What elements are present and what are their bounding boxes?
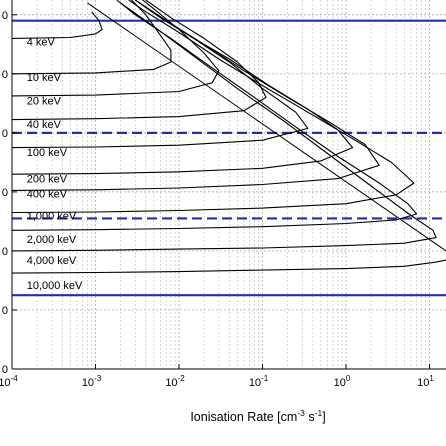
x-tick-label: 10-2 [165, 374, 185, 389]
series-curve [12, 0, 220, 97]
x-tick-label: 10-3 [82, 374, 102, 389]
x-tick-label: 100 [334, 374, 351, 389]
axes [11, 0, 446, 370]
series-layer [12, 0, 446, 274]
curve-label: 400 keV [27, 188, 68, 200]
series-curve [12, 0, 415, 214]
grid [11, 0, 446, 370]
curve-label: 10 keV [27, 72, 62, 84]
series-curve [12, 0, 267, 121]
y-tick-label: 0 [2, 246, 8, 258]
envelope-line [87, 2, 446, 252]
y-tick-label: 0 [2, 128, 8, 140]
reference-lines [12, 19, 446, 297]
curve-label: 4,000 keV [27, 255, 77, 267]
y-tick-label: 0 [2, 69, 8, 81]
curve-label: 40 keV [27, 119, 62, 131]
y-tick-label: 0 [2, 187, 8, 199]
curve-labels: 4 keV 10 keV 20 keV 40 keV 100 keV 200 keV 400… [27, 36, 83, 292]
x-tick-label: 101 [417, 374, 434, 389]
curve-label: 4 keV [27, 36, 56, 48]
series-curve [12, 11, 103, 39]
series-curve [12, 0, 172, 75]
curve-label: 200 keV [27, 174, 68, 186]
x-tick-label: 10-1 [249, 374, 269, 389]
series-curve [12, 0, 418, 231]
curve-label: 1,000 keV [27, 210, 77, 222]
series-curve [12, 2, 437, 252]
curve-label: 100 keV [27, 147, 68, 159]
series-curve [12, 259, 446, 274]
x-tick-label: 10-4 [0, 374, 18, 389]
series-curve [12, 0, 380, 191]
curve-label: 10,000 keV [27, 280, 83, 292]
x-axis-title: Ionisation Rate [cm-3 s-1] [190, 408, 325, 424]
y-tick-label: 0 [2, 10, 8, 22]
y-tick-label: 0 [2, 364, 8, 376]
curve-label: 20 keV [27, 95, 62, 107]
curve-label: 2,000 keV [27, 234, 77, 246]
y-tick-label: 0 [2, 305, 8, 317]
